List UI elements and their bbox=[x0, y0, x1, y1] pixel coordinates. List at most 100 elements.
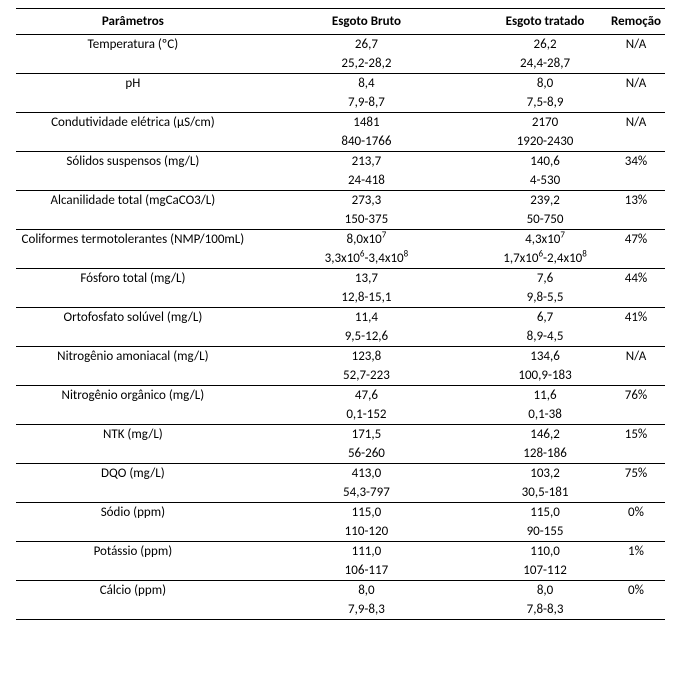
cell-bruto-range: 7,9-8,7 bbox=[250, 93, 483, 113]
table-body: Temperatura (ºC)26,726,2N/A25,2-28,224,4… bbox=[16, 35, 665, 620]
cell-param: Temperatura (ºC) bbox=[16, 35, 250, 74]
cell-tratado-avg: 115,0 bbox=[483, 503, 607, 523]
cell-remocao: 0% bbox=[607, 503, 665, 542]
cell-tratado-range: 100,9-183 bbox=[483, 366, 607, 386]
cell-remocao: 47% bbox=[607, 230, 665, 269]
table-row: Alcanilidade total (mgCaCO3/L)273,3239,2… bbox=[16, 191, 665, 211]
cell-param: DQO (mg/L) bbox=[16, 464, 250, 503]
cell-remocao: 34% bbox=[607, 152, 665, 191]
cell-tratado-avg: 4,3x107 bbox=[483, 230, 607, 250]
cell-bruto-range: 0,1-152 bbox=[250, 405, 483, 425]
cell-tratado-range: 8,9-4,5 bbox=[483, 327, 607, 347]
table-row: DQO (mg/L)413,0103,275% bbox=[16, 464, 665, 484]
cell-tratado-avg: 8,0 bbox=[483, 74, 607, 94]
cell-bruto-range: 106-117 bbox=[250, 561, 483, 581]
cell-tratado-avg: 2170 bbox=[483, 113, 607, 133]
cell-bruto-avg: 273,3 bbox=[250, 191, 483, 211]
cell-bruto-avg: 171,5 bbox=[250, 425, 483, 445]
cell-tratado-avg: 11,6 bbox=[483, 386, 607, 406]
cell-param: pH bbox=[16, 74, 250, 113]
cell-tratado-avg: 239,2 bbox=[483, 191, 607, 211]
cell-bruto-avg: 111,0 bbox=[250, 542, 483, 562]
cell-tratado-range: 90-155 bbox=[483, 522, 607, 542]
cell-remocao: 75% bbox=[607, 464, 665, 503]
cell-param: Nitrogênio amoniacal (mg/L) bbox=[16, 347, 250, 386]
cell-param: Alcanilidade total (mgCaCO3/L) bbox=[16, 191, 250, 230]
table-row: Coliformes termotolerantes (NMP/100mL)8,… bbox=[16, 230, 665, 250]
cell-remocao: N/A bbox=[607, 113, 665, 152]
cell-param: Fósforo total (mg/L) bbox=[16, 269, 250, 308]
cell-bruto-range: 150-375 bbox=[250, 210, 483, 230]
table-row: Temperatura (ºC)26,726,2N/A bbox=[16, 35, 665, 55]
wastewater-parameters-table: Parâmetros Esgoto Bruto Esgoto tratado R… bbox=[16, 8, 665, 620]
cell-param: Ortofosfato solúvel (mg/L) bbox=[16, 308, 250, 347]
table-row: Sólidos suspensos (mg/L)213,7140,634% bbox=[16, 152, 665, 172]
cell-tratado-range: 0,1-38 bbox=[483, 405, 607, 425]
table-row: Potássio (ppm)111,0110,01% bbox=[16, 542, 665, 562]
table-row: Sódio (ppm)115,0115,00% bbox=[16, 503, 665, 523]
cell-bruto-range: 12,8-15,1 bbox=[250, 288, 483, 308]
table-row: pH8,48,0N/A bbox=[16, 74, 665, 94]
table-row: Ortofosfato solúvel (mg/L)11,46,741% bbox=[16, 308, 665, 328]
cell-remocao: 41% bbox=[607, 308, 665, 347]
cell-remocao: N/A bbox=[607, 74, 665, 113]
cell-bruto-avg: 13,7 bbox=[250, 269, 483, 289]
cell-bruto-avg: 123,8 bbox=[250, 347, 483, 367]
cell-tratado-avg: 6,7 bbox=[483, 308, 607, 328]
col-header-param: Parâmetros bbox=[16, 9, 250, 35]
cell-tratado-range: 1920-2430 bbox=[483, 132, 607, 152]
cell-remocao: N/A bbox=[607, 347, 665, 386]
col-header-tratado: Esgoto tratado bbox=[483, 9, 607, 35]
cell-bruto-range: 25,2-28,2 bbox=[250, 54, 483, 74]
cell-tratado-avg: 26,2 bbox=[483, 35, 607, 55]
cell-param: Coliformes termotolerantes (NMP/100mL) bbox=[16, 230, 250, 269]
cell-bruto-avg: 11,4 bbox=[250, 308, 483, 328]
cell-bruto-range: 7,9-8,3 bbox=[250, 600, 483, 620]
cell-remocao: 13% bbox=[607, 191, 665, 230]
cell-param: Condutividade elétrica (µS/cm) bbox=[16, 113, 250, 152]
cell-tratado-avg: 8,0 bbox=[483, 581, 607, 601]
cell-bruto-avg: 8,4 bbox=[250, 74, 483, 94]
cell-bruto-avg: 213,7 bbox=[250, 152, 483, 172]
cell-bruto-avg: 26,7 bbox=[250, 35, 483, 55]
cell-tratado-range: 128-186 bbox=[483, 444, 607, 464]
cell-tratado-avg: 110,0 bbox=[483, 542, 607, 562]
cell-param: Sólidos suspensos (mg/L) bbox=[16, 152, 250, 191]
table-row: Nitrogênio orgânico (mg/L)47,611,676% bbox=[16, 386, 665, 406]
cell-bruto-avg: 1481 bbox=[250, 113, 483, 133]
cell-bruto-avg: 115,0 bbox=[250, 503, 483, 523]
cell-bruto-avg: 413,0 bbox=[250, 464, 483, 484]
cell-tratado-range: 30,5-181 bbox=[483, 483, 607, 503]
table-row: Nitrogênio amoniacal (mg/L)123,8134,6N/A bbox=[16, 347, 665, 367]
table-row: Cálcio (ppm)8,08,00% bbox=[16, 581, 665, 601]
cell-tratado-range: 107-112 bbox=[483, 561, 607, 581]
cell-bruto-avg: 8,0 bbox=[250, 581, 483, 601]
cell-bruto-range: 54,3-797 bbox=[250, 483, 483, 503]
cell-tratado-range: 9,8-5,5 bbox=[483, 288, 607, 308]
table-header-row: Parâmetros Esgoto Bruto Esgoto tratado R… bbox=[16, 9, 665, 35]
cell-param: NTK (mg/L) bbox=[16, 425, 250, 464]
cell-bruto-range: 110-120 bbox=[250, 522, 483, 542]
cell-remocao: 76% bbox=[607, 386, 665, 425]
cell-tratado-avg: 103,2 bbox=[483, 464, 607, 484]
cell-tratado-range: 24,4-28,7 bbox=[483, 54, 607, 74]
cell-tratado-range: 50-750 bbox=[483, 210, 607, 230]
cell-remocao: 44% bbox=[607, 269, 665, 308]
cell-param: Nitrogênio orgânico (mg/L) bbox=[16, 386, 250, 425]
cell-param: Sódio (ppm) bbox=[16, 503, 250, 542]
col-header-remocao: Remoção bbox=[607, 9, 665, 35]
cell-tratado-avg: 7,6 bbox=[483, 269, 607, 289]
cell-tratado-avg: 146,2 bbox=[483, 425, 607, 445]
cell-bruto-range: 9,5-12,6 bbox=[250, 327, 483, 347]
cell-tratado-range: 1,7x106-2,4x108 bbox=[483, 249, 607, 269]
cell-remocao: 1% bbox=[607, 542, 665, 581]
cell-param: Potássio (ppm) bbox=[16, 542, 250, 581]
cell-bruto-range: 3,3x106-3,4x108 bbox=[250, 249, 483, 269]
table-row: Condutividade elétrica (µS/cm)14812170N/… bbox=[16, 113, 665, 133]
cell-tratado-avg: 140,6 bbox=[483, 152, 607, 172]
table-row: NTK (mg/L)171,5146,215% bbox=[16, 425, 665, 445]
cell-bruto-avg: 8,0x107 bbox=[250, 230, 483, 250]
cell-remocao: N/A bbox=[607, 35, 665, 74]
cell-bruto-range: 24-418 bbox=[250, 171, 483, 191]
cell-tratado-range: 7,5-8,9 bbox=[483, 93, 607, 113]
